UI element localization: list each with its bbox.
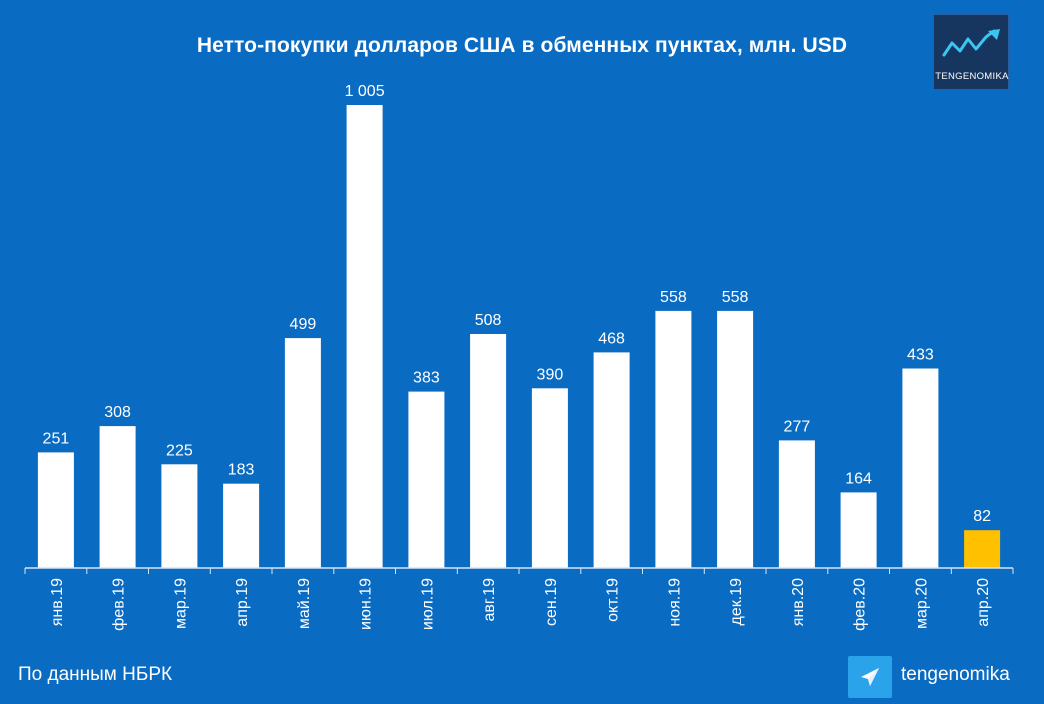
bar bbox=[964, 530, 1001, 568]
bar bbox=[346, 105, 383, 568]
bar bbox=[223, 483, 260, 568]
data-label: 558 bbox=[722, 289, 749, 306]
x-tick-label: дек.19 bbox=[728, 578, 745, 626]
telegram-button[interactable] bbox=[848, 656, 892, 698]
bar bbox=[470, 334, 507, 568]
trend-line-icon bbox=[942, 29, 1000, 57]
data-label: 1 005 bbox=[345, 83, 385, 100]
x-tick-label: авг.19 bbox=[481, 578, 498, 622]
bar bbox=[778, 440, 815, 568]
telegram-channel-label[interactable]: tengenomika bbox=[901, 664, 1010, 685]
x-tick-label: апр.20 bbox=[975, 578, 992, 627]
data-label: 251 bbox=[43, 430, 70, 447]
logo-text: TENGENOMIKA bbox=[935, 71, 1009, 82]
x-tick-label: сен.19 bbox=[543, 578, 560, 626]
data-label: 164 bbox=[845, 470, 872, 487]
data-label: 499 bbox=[290, 316, 317, 333]
bar bbox=[408, 391, 445, 568]
x-tick-label: фев.19 bbox=[111, 578, 128, 631]
bar bbox=[99, 426, 136, 568]
telegram-icon bbox=[861, 668, 879, 686]
bar bbox=[717, 310, 754, 568]
bar-chart: 251 янв.19 308 фев.19 225 мар.19 183 апр.19 499 м… bbox=[24, 83, 1014, 631]
data-label: 82 bbox=[973, 508, 991, 525]
x-tick-label: ноя.19 bbox=[666, 578, 683, 627]
x-tick-label: мар.20 bbox=[913, 578, 930, 629]
data-label: 508 bbox=[475, 312, 502, 329]
x-tick-label: июл.19 bbox=[419, 578, 436, 630]
bar bbox=[161, 464, 198, 568]
data-label: 433 bbox=[907, 347, 934, 364]
data-label: 183 bbox=[228, 462, 255, 479]
x-tick-label: фев.20 bbox=[852, 578, 869, 631]
data-label: 277 bbox=[784, 418, 811, 435]
x-tick-label: май.19 bbox=[296, 578, 313, 629]
source-note: По данным НБРК bbox=[18, 664, 173, 685]
x-tick-label: янв.20 bbox=[790, 578, 807, 626]
bar bbox=[593, 352, 630, 568]
x-tick-label: июн.19 bbox=[358, 578, 375, 630]
bar bbox=[531, 388, 568, 568]
x-tick-label: янв.19 bbox=[49, 578, 66, 626]
bar bbox=[37, 452, 74, 568]
data-label: 558 bbox=[660, 289, 687, 306]
chart-title: Нетто-покупки долларов США в обменных пу… bbox=[196, 34, 848, 57]
data-label: 308 bbox=[104, 404, 131, 421]
data-label: 225 bbox=[166, 442, 193, 459]
data-label: 383 bbox=[413, 370, 440, 387]
bar bbox=[284, 338, 321, 568]
bar bbox=[902, 368, 939, 568]
x-tick-label: мар.19 bbox=[172, 578, 189, 629]
x-tick-label: окт.19 bbox=[605, 578, 622, 622]
x-tick-label: апр.19 bbox=[234, 578, 251, 627]
data-label: 468 bbox=[598, 330, 625, 347]
bar bbox=[840, 492, 877, 568]
bar bbox=[655, 310, 692, 568]
tengenomika-logo: TENGENOMIKA bbox=[933, 14, 1009, 90]
data-label: 390 bbox=[537, 366, 564, 383]
